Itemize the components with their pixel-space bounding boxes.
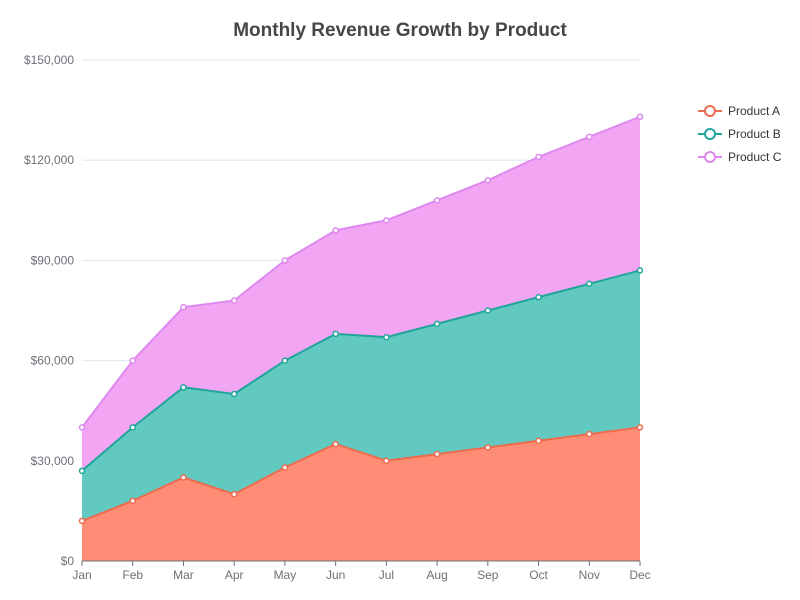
data-point-series-3 [535,153,542,161]
x-tick-label: Nov [579,568,600,582]
data-point-series-2 [433,320,441,328]
x-tick-label: Aug [426,568,447,582]
data-point-series-3 [281,257,289,264]
data-point-series-1 [636,424,644,431]
data-point-series-1 [180,474,187,481]
data-point-series-3 [484,176,492,184]
y-tick-label: $150,000 [24,53,74,67]
line-series-3 [81,115,641,429]
legend-marker-icon [704,105,716,117]
legend-item[interactable]: Product A [698,104,780,118]
data-point-series-3 [383,217,390,224]
area-series-3 [82,116,640,471]
y-tick-label: $60,000 [31,354,75,368]
y-tick-label: $30,000 [31,454,75,468]
data-point-series-2 [383,333,390,341]
x-tick-label: Mar [173,568,194,582]
data-point-series-1 [332,440,339,448]
data-point-series-2 [78,467,86,475]
y-tick-label: $90,000 [31,253,75,267]
data-point-series-1 [129,497,136,505]
data-point-series-2 [129,424,136,431]
x-tick-label: Apr [225,568,244,582]
legend-marker-icon [704,128,716,140]
data-point-series-3 [78,424,86,431]
legend-marker-icon [704,151,716,163]
data-point-series-3 [332,227,339,234]
x-tick-label: Feb [122,568,143,582]
data-point-series-3 [230,297,238,304]
data-point-series-3 [636,113,644,121]
y-tick-label: $0 [61,554,75,568]
data-point-series-2 [230,390,238,398]
x-tick-label: Jan [72,568,91,582]
data-point-series-1 [586,430,593,438]
legend-item[interactable]: Product B [698,127,781,141]
x-tick-label: Dec [629,568,650,582]
data-point-series-3 [433,197,441,204]
x-tick-label: Jul [379,568,394,582]
data-point-series-2 [484,307,492,314]
x-tick-label: Sep [477,568,499,582]
data-point-series-2 [636,267,644,274]
data-point-series-2 [281,357,289,364]
data-point-series-2 [332,330,339,338]
area-series-1 [82,427,640,561]
data-point-series-1 [281,464,289,471]
data-point-series-1 [230,490,238,498]
line-series-2 [81,269,641,472]
x-tick-label: Jun [326,568,345,582]
data-point-series-3 [129,357,136,364]
data-point-series-1 [78,517,86,525]
line-series-1 [81,426,641,522]
legend-item[interactable]: Product C [698,150,782,164]
legend-label: Product C [728,150,782,164]
data-point-series-1 [535,437,542,445]
area-series-2 [82,270,640,521]
data-point-series-2 [180,384,187,391]
legend-label: Product A [728,104,780,118]
data-point-series-1 [433,450,441,458]
x-tick-label: May [274,568,297,582]
chart-title: Monthly Revenue Growth by Product [233,20,567,41]
data-point-series-1 [484,444,492,451]
data-point-series-3 [180,303,187,311]
data-point-series-1 [383,457,390,465]
x-tick-label: Oct [529,568,548,582]
y-tick-label: $120,000 [24,153,74,167]
legend-label: Product B [728,127,781,141]
data-point-series-2 [586,280,593,288]
data-point-series-2 [535,293,542,301]
data-point-series-3 [586,133,593,141]
